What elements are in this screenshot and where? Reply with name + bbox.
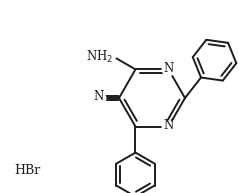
Text: N: N [163,119,174,132]
Text: N: N [163,62,174,75]
Text: HBr: HBr [14,163,40,177]
Text: NH$_2$: NH$_2$ [86,49,114,65]
Text: N: N [94,91,104,103]
